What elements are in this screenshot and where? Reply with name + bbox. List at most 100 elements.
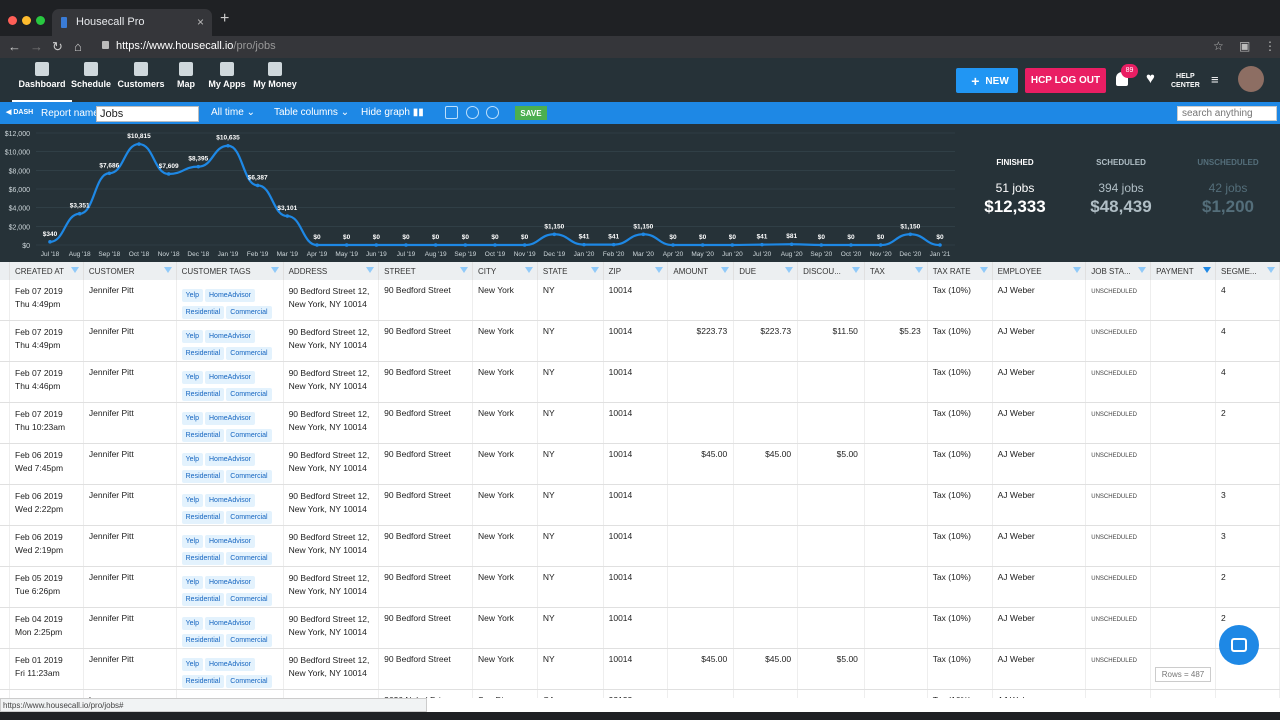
row-select-cell[interactable] — [0, 484, 10, 526]
customer-cell[interactable]: Lucy — [83, 689, 177, 698]
nav-item-dashboard[interactable]: Dashboard — [12, 62, 72, 102]
customer-cell[interactable]: Jennifer Pitt — [83, 484, 177, 526]
help-center-link[interactable]: HELP CENTER — [1171, 72, 1200, 90]
chat-launcher-button[interactable] — [1219, 625, 1259, 665]
browser-menu-icon[interactable]: ⋮ — [1264, 39, 1276, 53]
column-header[interactable]: ADDRESS — [283, 262, 380, 280]
user-filter-icon[interactable] — [486, 106, 499, 119]
nav-item-customers[interactable]: Customers — [111, 62, 171, 89]
row-select-cell[interactable] — [0, 443, 10, 485]
column-header[interactable]: CUSTOMER TAGS — [176, 262, 284, 280]
back-icon[interactable]: ← — [8, 39, 21, 54]
extension-icon[interactable]: ▣ — [1239, 39, 1251, 53]
clock-icon[interactable] — [466, 106, 479, 119]
column-header[interactable]: JOB STA... — [1085, 262, 1152, 280]
column-header[interactable]: STREET — [378, 262, 473, 280]
kpi-scheduled[interactable]: SCHEDULED 394 jobs $48,439 — [1071, 158, 1171, 217]
hide-graph-toggle[interactable]: Hide graph ▮▮ — [361, 107, 424, 118]
customer-cell[interactable]: Jennifer Pitt — [83, 525, 177, 567]
column-header[interactable]: PAYMENT — [1150, 262, 1217, 280]
column-header[interactable]: EMPLOYEE — [992, 262, 1087, 280]
nav-item-my-apps[interactable]: My Apps — [197, 62, 257, 89]
filter-funnel-icon[interactable] — [366, 267, 375, 273]
avatar[interactable] — [1238, 66, 1264, 92]
table-row[interactable]: Feb 05 2019 Tue 6:26pm Jennifer Pitt Yelp Ho… — [0, 566, 1280, 608]
excel-export-icon[interactable] — [445, 106, 458, 119]
health-heart-icon[interactable]: ♥ — [1146, 70, 1155, 87]
column-header[interactable]: SEGME... — [1215, 262, 1280, 280]
row-select-cell[interactable] — [0, 525, 10, 567]
filter-funnel-icon[interactable] — [1203, 267, 1212, 273]
customer-cell[interactable]: Jennifer Pitt — [83, 607, 177, 649]
filter-funnel-icon[interactable] — [163, 267, 172, 273]
row-select-cell[interactable] — [0, 607, 10, 649]
customer-cell[interactable]: Jennifer Pitt — [83, 402, 177, 444]
column-header[interactable]: AMOUNT — [667, 262, 735, 280]
filter-funnel-icon[interactable] — [785, 267, 794, 273]
table-row[interactable]: Feb 06 2019 Wed 2:22pm Jennifer Pitt Yelp Ho… — [0, 484, 1280, 526]
filter-funnel-icon[interactable] — [1267, 267, 1275, 273]
reload-icon[interactable]: ↻ — [52, 39, 63, 54]
row-select-cell[interactable] — [0, 402, 10, 444]
table-row[interactable]: Feb 06 2019 Wed 7:45pm Jennifer Pitt Yelp Ho… — [0, 443, 1280, 485]
maximize-window-button[interactable] — [36, 16, 45, 25]
table-row[interactable]: Feb 06 2019 Wed 2:19pm Jennifer Pitt Yelp Ho… — [0, 525, 1280, 567]
filter-funnel-icon[interactable] — [459, 267, 468, 273]
table-columns-dropdown[interactable]: Table columns ⌄ — [274, 107, 349, 118]
customer-cell[interactable]: Jennifer Pitt — [83, 566, 177, 608]
row-select-cell[interactable] — [0, 361, 10, 403]
filter-funnel-icon[interactable] — [524, 267, 533, 273]
column-header[interactable]: STATE — [537, 262, 604, 280]
new-button[interactable]: + NEW — [956, 68, 1018, 93]
row-select-cell[interactable] — [0, 689, 10, 698]
nav-item-map[interactable]: Map — [156, 62, 216, 89]
column-header[interactable]: CREATED AT — [9, 262, 84, 280]
customer-cell[interactable]: Jennifer Pitt — [83, 320, 177, 362]
column-header[interactable]: DISCOU... — [797, 262, 865, 280]
column-header[interactable]: CITY — [472, 262, 538, 280]
column-header[interactable]: ZIP — [603, 262, 669, 280]
column-header[interactable]: TAX RATE — [927, 262, 993, 280]
table-row[interactable]: Feb 07 2019 Thu 4:49pm Jennifer Pitt Yelp Ho… — [0, 320, 1280, 362]
filter-funnel-icon[interactable] — [914, 267, 923, 273]
forward-icon[interactable]: → — [30, 39, 43, 54]
nav-item-my-money[interactable]: My Money — [245, 62, 305, 89]
list-menu-icon[interactable]: ≡ — [1211, 72, 1219, 87]
filter-funnel-icon[interactable] — [655, 267, 664, 273]
url-field[interactable]: https://www.housecall.io/pro/jobs — [116, 40, 276, 52]
nav-item-schedule[interactable]: Schedule — [61, 62, 121, 89]
filter-funnel-icon[interactable] — [1073, 267, 1082, 273]
filter-funnel-icon[interactable] — [721, 267, 730, 273]
row-select-cell[interactable] — [0, 320, 10, 362]
customer-cell[interactable]: Jennifer Pitt — [83, 648, 177, 690]
home-icon[interactable]: ⌂ — [74, 39, 82, 54]
search-input[interactable] — [1177, 106, 1277, 121]
dash-back-link[interactable]: ◀ DASH — [6, 109, 34, 116]
column-header[interactable]: DUE — [733, 262, 799, 280]
filter-funnel-icon[interactable] — [851, 267, 860, 273]
close-tab-icon[interactable]: × — [196, 15, 204, 29]
bookmark-star-icon[interactable]: ☆ — [1213, 39, 1224, 53]
time-filter-dropdown[interactable]: All time ⌄ — [211, 107, 255, 118]
table-row[interactable]: Feb 07 2019 Thu 10:23am Jennifer Pitt Yelp H… — [0, 402, 1280, 444]
column-header[interactable]: CUSTOMER — [83, 262, 177, 280]
filter-funnel-icon[interactable] — [1138, 267, 1147, 273]
save-button[interactable]: SAVE — [515, 106, 547, 120]
customer-cell[interactable]: Jennifer Pitt — [83, 361, 177, 403]
report-name-input[interactable] — [96, 106, 199, 122]
close-window-button[interactable] — [8, 16, 17, 25]
kpi-finished[interactable]: FINISHED 51 jobs $12,333 — [965, 158, 1065, 217]
table-row[interactable]: Feb 07 2019 Thu 4:46pm Jennifer Pitt Yelp Ho… — [0, 361, 1280, 403]
table-row[interactable]: Feb 04 2019 Mon 2:25pm Jennifer Pitt Yelp Ho… — [0, 607, 1280, 649]
minimize-window-button[interactable] — [22, 16, 31, 25]
hcp-logout-button[interactable]: HCP LOG OUT — [1025, 68, 1106, 93]
customer-cell[interactable]: Jennifer Pitt — [83, 280, 177, 321]
row-select-cell[interactable] — [0, 648, 10, 690]
table-row[interactable]: Feb 01 2019 Fri 11:23am Jennifer Pitt Yelp H… — [0, 648, 1280, 690]
filter-funnel-icon[interactable] — [979, 267, 988, 273]
browser-tab[interactable]: Housecall Pro × — [52, 9, 212, 36]
kpi-unscheduled[interactable]: UNSCHEDULED 42 jobs $1,200 — [1178, 158, 1278, 217]
filter-funnel-icon[interactable] — [70, 267, 79, 273]
column-header[interactable]: TAX — [864, 262, 928, 280]
